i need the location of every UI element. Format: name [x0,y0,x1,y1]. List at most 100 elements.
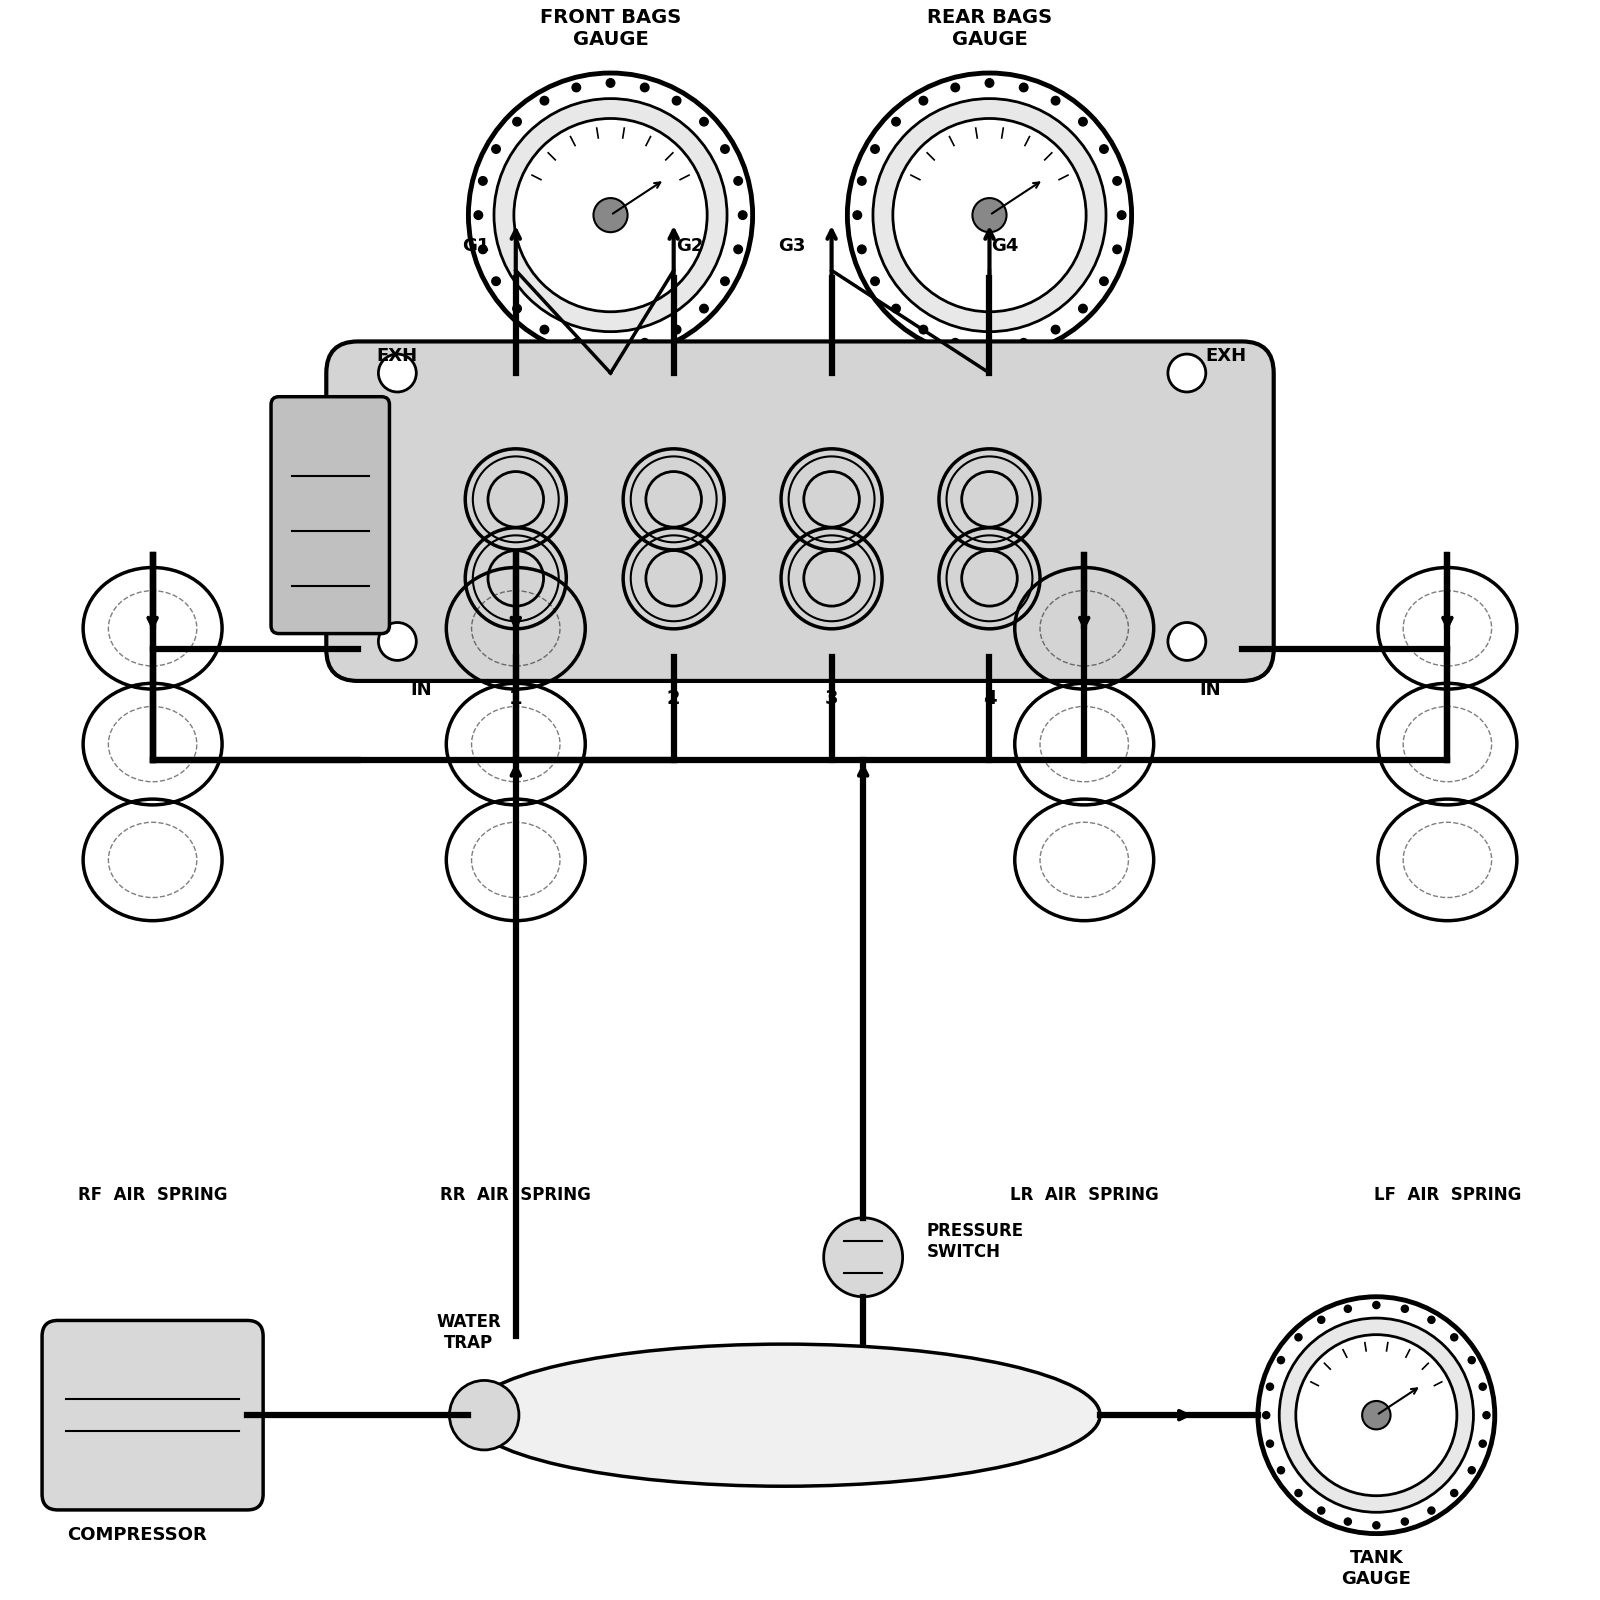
Ellipse shape [469,1344,1101,1486]
Circle shape [1344,1306,1352,1312]
Circle shape [1099,277,1109,285]
Circle shape [1168,354,1206,392]
Circle shape [1373,1301,1379,1309]
Circle shape [870,277,880,285]
Text: COMPRESSOR: COMPRESSOR [67,1526,206,1544]
Circle shape [1402,1306,1408,1312]
Circle shape [672,96,682,106]
Circle shape [512,117,522,126]
Circle shape [1318,1317,1325,1323]
Circle shape [672,325,682,334]
Circle shape [1117,211,1126,219]
Circle shape [594,198,627,232]
Circle shape [950,83,960,91]
Circle shape [699,117,709,126]
Text: G1: G1 [462,237,490,254]
Text: RF  AIR  SPRING: RF AIR SPRING [78,1186,227,1205]
Circle shape [1019,339,1027,347]
Circle shape [512,304,522,314]
Circle shape [478,245,486,253]
Circle shape [739,211,747,219]
Circle shape [1051,96,1059,106]
Circle shape [379,622,416,661]
Text: RR  AIR  SPRING: RR AIR SPRING [440,1186,592,1205]
Text: G2: G2 [675,237,702,254]
Circle shape [1469,1467,1475,1474]
Text: 3: 3 [826,690,838,707]
Circle shape [893,118,1086,312]
Text: WATER
TRAP: WATER TRAP [437,1314,501,1352]
FancyBboxPatch shape [42,1320,262,1510]
Text: EXH: EXH [1206,347,1246,365]
Circle shape [1469,1357,1475,1363]
Text: REAR BAGS
GAUGE: REAR BAGS GAUGE [926,8,1053,50]
Circle shape [474,211,483,219]
FancyBboxPatch shape [326,341,1274,682]
Circle shape [734,176,742,186]
Circle shape [720,277,730,285]
FancyBboxPatch shape [270,397,389,634]
Circle shape [858,245,866,253]
Circle shape [918,325,928,334]
Circle shape [1478,1440,1486,1448]
Text: G4: G4 [992,237,1019,254]
Circle shape [514,118,707,312]
Circle shape [1168,622,1206,661]
Circle shape [824,1218,902,1296]
Circle shape [1294,1334,1302,1341]
Circle shape [491,277,501,285]
Circle shape [1427,1507,1435,1514]
Circle shape [870,144,880,154]
Circle shape [986,342,994,352]
Text: PRESSURE
SWITCH: PRESSURE SWITCH [926,1222,1024,1261]
Circle shape [918,96,928,106]
Text: LF  AIR  SPRING: LF AIR SPRING [1374,1186,1522,1205]
Circle shape [1280,1318,1474,1512]
Circle shape [734,245,742,253]
Circle shape [541,96,549,106]
Circle shape [541,325,549,334]
Circle shape [891,117,901,126]
Circle shape [1451,1334,1458,1341]
Circle shape [1078,304,1088,314]
Text: 1: 1 [509,690,523,707]
Text: G3: G3 [779,237,806,254]
Circle shape [640,339,650,347]
Circle shape [1373,1522,1379,1530]
Circle shape [1483,1411,1490,1419]
Circle shape [1051,325,1059,334]
Circle shape [1318,1507,1325,1514]
Text: 2: 2 [667,690,680,707]
Circle shape [640,83,650,91]
Circle shape [1344,1518,1352,1525]
Circle shape [973,198,1006,232]
Circle shape [720,144,730,154]
Text: TANK
GAUGE: TANK GAUGE [1341,1549,1411,1589]
Circle shape [1296,1334,1458,1496]
Circle shape [606,78,614,88]
Circle shape [1099,144,1109,154]
Circle shape [1402,1518,1408,1525]
Text: EXH: EXH [376,347,418,365]
Circle shape [1277,1467,1285,1474]
Circle shape [491,144,501,154]
Circle shape [1267,1382,1274,1390]
Circle shape [1451,1490,1458,1496]
Circle shape [858,176,866,186]
Circle shape [1114,245,1122,253]
Circle shape [573,339,581,347]
Text: FRONT BAGS
GAUGE: FRONT BAGS GAUGE [539,8,682,50]
Circle shape [1294,1490,1302,1496]
Circle shape [950,339,960,347]
Circle shape [874,99,1106,331]
Text: IN: IN [410,682,432,699]
Circle shape [986,78,994,88]
Circle shape [494,99,726,331]
Text: 4: 4 [982,690,997,707]
Circle shape [1427,1317,1435,1323]
Circle shape [1019,83,1027,91]
Circle shape [1114,176,1122,186]
Circle shape [1478,1382,1486,1390]
Circle shape [1078,117,1088,126]
Circle shape [891,304,901,314]
